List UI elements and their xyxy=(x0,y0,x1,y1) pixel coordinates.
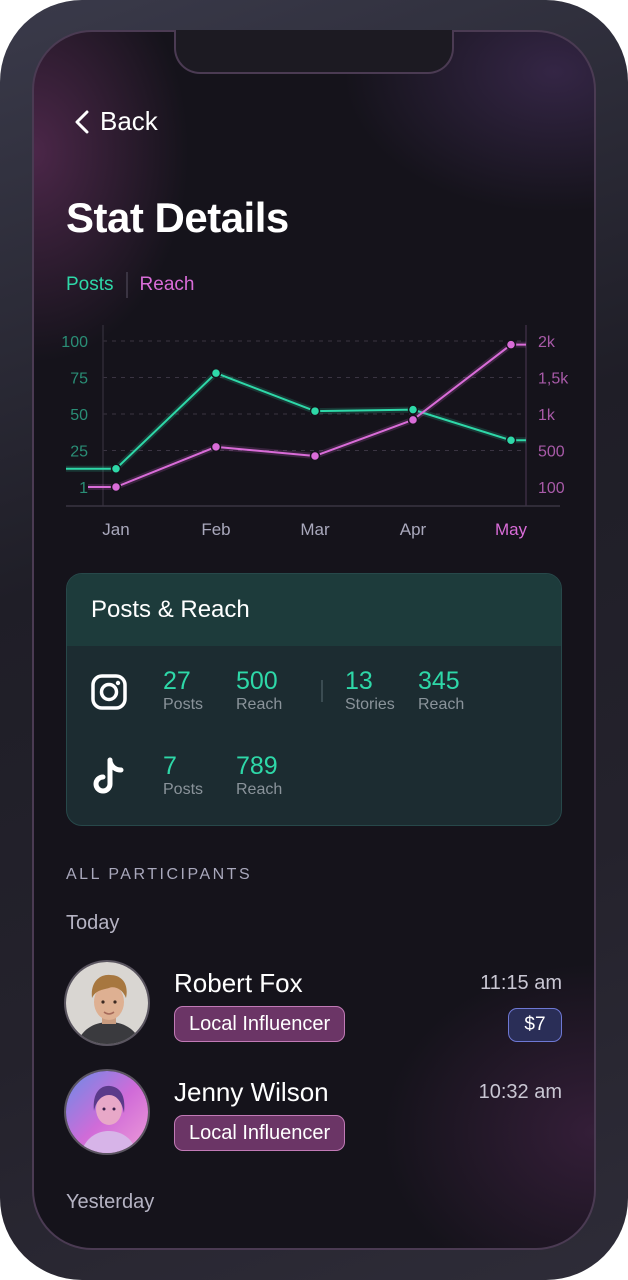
instagram-stat-stories: 13 Stories xyxy=(345,667,395,713)
data-point xyxy=(407,404,419,415)
tiktok-stat-reach: 789 Reach xyxy=(236,752,283,798)
chart-legend: Posts Reach xyxy=(66,272,194,298)
tiktok-icon xyxy=(93,757,124,794)
data-point xyxy=(210,441,222,453)
y-right-tick-label: 100 xyxy=(538,480,565,497)
series-line xyxy=(88,343,526,488)
stat-divider xyxy=(321,680,323,702)
x-tick-label: Feb xyxy=(201,520,230,539)
back-label: Back xyxy=(100,106,158,136)
x-tick-label: Jan xyxy=(102,520,129,539)
y-left-tick-label: 25 xyxy=(70,444,88,461)
role-badge: Local Influencer xyxy=(174,1006,346,1042)
amount-badge: $7 xyxy=(508,1008,562,1042)
tiktok-stat-posts: 7 Posts xyxy=(163,752,204,798)
data-point xyxy=(407,414,419,426)
legend-posts[interactable]: Posts xyxy=(66,274,114,295)
section-label: ALL PARTICIPANTS xyxy=(66,866,253,883)
participant-time: 10:32 am xyxy=(478,1081,562,1103)
y-right-tick-label: 1,5k xyxy=(538,371,569,388)
participant-row[interactable]: Robert Fox 11:15 am Local Influencer $7 xyxy=(64,960,564,1050)
instagram-row: 27 Posts 500 Reach 13 Stories 345 Reach xyxy=(67,668,561,728)
data-point xyxy=(505,435,517,446)
y-left-tick-label: 50 xyxy=(70,407,88,424)
day-label-today: Today xyxy=(66,912,120,934)
data-point xyxy=(110,463,122,474)
data-point xyxy=(210,367,222,379)
x-tick-label: May xyxy=(495,520,528,539)
day-label-yesterday: Yesterday xyxy=(66,1191,155,1213)
stat-line-chart: 100 75 50 25 1 2k 1,5k 1k 500 100 Jan Feb Mar Apr May xyxy=(61,325,569,539)
instagram-stat-story-reach: 345 Reach xyxy=(418,667,465,713)
data-point xyxy=(309,450,321,462)
card-title: Posts & Reach xyxy=(67,574,561,646)
series-glow xyxy=(88,341,526,490)
y-left-tick-label: 100 xyxy=(61,334,88,351)
device-notch xyxy=(174,30,454,74)
back-button[interactable]: Back xyxy=(74,106,158,137)
instagram-stat-reach: 500 Reach xyxy=(236,667,283,713)
avatar xyxy=(64,960,150,1046)
legend-reach[interactable]: Reach xyxy=(139,274,195,295)
y-right-tick-label: 1k xyxy=(538,407,556,424)
participant-name: Robert Fox xyxy=(174,968,303,998)
instagram-stat-posts: 27 Posts xyxy=(163,667,204,713)
avatar xyxy=(64,1069,150,1155)
tiktok-row: 7 Posts 789 Reach xyxy=(67,753,561,813)
data-point xyxy=(505,339,517,350)
page-title: Stat Details xyxy=(66,194,289,241)
data-point xyxy=(110,481,122,493)
data-point xyxy=(309,405,321,417)
y-right-tick-label: 500 xyxy=(538,444,565,461)
participant-name: Jenny Wilson xyxy=(174,1077,329,1107)
role-badge: Local Influencer xyxy=(174,1115,346,1151)
y-left-tick-label: 75 xyxy=(70,371,88,388)
instagram-icon xyxy=(91,674,127,710)
x-tick-label: Mar xyxy=(300,520,330,539)
participant-time: 11:15 am xyxy=(480,972,562,994)
chevron-left-icon xyxy=(75,110,89,133)
legend-divider xyxy=(125,272,128,298)
participant-row[interactable]: Jenny Wilson 10:32 am Local Influencer xyxy=(64,1069,564,1159)
x-tick-label: Apr xyxy=(400,520,427,539)
y-right-tick-label: 2k xyxy=(538,334,556,351)
posts-reach-card: Posts & Reach 27 Posts 500 Reach 13 Stor… xyxy=(66,573,562,826)
y-left-tick-label: 1 xyxy=(79,480,88,497)
